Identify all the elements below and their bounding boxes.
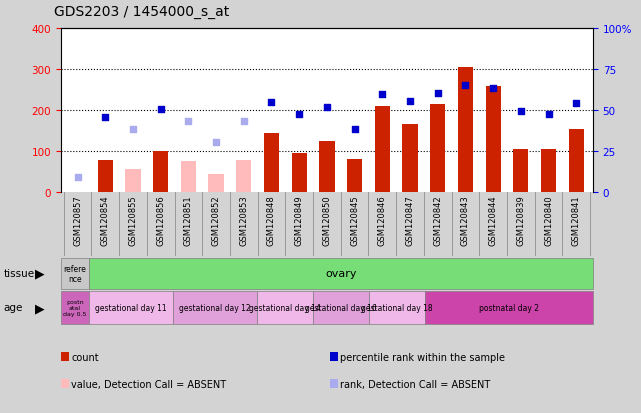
Text: GSM120847: GSM120847	[406, 195, 415, 246]
Bar	[569, 130, 584, 192]
Point	[128, 127, 138, 133]
Bar	[430, 104, 445, 192]
Text: postnatal day 2: postnatal day 2	[479, 303, 539, 312]
Point	[488, 86, 498, 93]
Bar	[97, 160, 113, 192]
Point	[349, 127, 360, 133]
Text: GSM120852: GSM120852	[212, 195, 221, 246]
Text: GSM120851: GSM120851	[184, 195, 193, 246]
Text: GSM120840: GSM120840	[544, 195, 553, 246]
Text: GDS2203 / 1454000_s_at: GDS2203 / 1454000_s_at	[54, 5, 229, 19]
Text: GSM120853: GSM120853	[239, 195, 248, 246]
Bar	[257, 291, 313, 324]
Bar	[173, 291, 257, 324]
Bar	[319, 142, 335, 192]
Text: GSM120857: GSM120857	[73, 195, 82, 246]
Text: ▶: ▶	[35, 267, 45, 280]
Text: count: count	[71, 352, 99, 362]
Bar	[61, 291, 89, 324]
Point	[571, 100, 581, 107]
Text: GSM120850: GSM120850	[322, 195, 331, 246]
Text: GSM120839: GSM120839	[517, 195, 526, 246]
Text: GSM120844: GSM120844	[488, 195, 497, 246]
Point	[183, 119, 194, 125]
Text: GSM120845: GSM120845	[350, 195, 359, 246]
Bar	[153, 151, 169, 192]
Text: rank, Detection Call = ABSENT: rank, Detection Call = ABSENT	[340, 379, 490, 389]
Bar	[292, 153, 307, 192]
Point	[238, 119, 249, 125]
Text: GSM120855: GSM120855	[128, 195, 137, 246]
Text: refere
nce: refere nce	[63, 264, 87, 283]
Bar	[425, 291, 593, 324]
Text: gestational day 18: gestational day 18	[361, 303, 433, 312]
Text: gestational day 12: gestational day 12	[179, 303, 251, 312]
Bar	[485, 87, 501, 192]
Point	[433, 90, 443, 97]
Point	[294, 111, 304, 118]
Bar	[126, 170, 140, 192]
Bar	[347, 159, 362, 192]
Point	[322, 104, 332, 111]
Text: GSM120854: GSM120854	[101, 195, 110, 246]
Text: gestational day 14: gestational day 14	[249, 303, 320, 312]
Text: GSM120849: GSM120849	[295, 195, 304, 246]
Text: GSM120841: GSM120841	[572, 195, 581, 246]
Text: GSM120843: GSM120843	[461, 195, 470, 246]
Text: GSM120846: GSM120846	[378, 195, 387, 246]
Point	[460, 82, 470, 89]
Point	[211, 140, 221, 146]
Text: percentile rank within the sample: percentile rank within the sample	[340, 352, 505, 362]
Point	[100, 114, 110, 121]
Text: GSM120842: GSM120842	[433, 195, 442, 246]
Bar	[403, 125, 418, 192]
Bar	[236, 160, 251, 192]
Text: age: age	[3, 303, 22, 313]
Bar	[61, 258, 89, 289]
Text: value, Detection Call = ABSENT: value, Detection Call = ABSENT	[71, 379, 226, 389]
Point	[267, 100, 277, 106]
Text: gestational day 11: gestational day 11	[95, 303, 167, 312]
Bar	[458, 68, 473, 192]
Point	[544, 111, 554, 118]
Point	[405, 98, 415, 105]
Text: gestational day 16: gestational day 16	[305, 303, 377, 312]
Bar	[208, 175, 224, 192]
Bar	[89, 291, 173, 324]
Point	[156, 107, 166, 113]
Text: GSM120848: GSM120848	[267, 195, 276, 246]
Text: postn
atal
day 0.5: postn atal day 0.5	[63, 299, 87, 316]
Text: ▶: ▶	[35, 301, 45, 314]
Text: ovary: ovary	[325, 268, 356, 279]
Point	[72, 174, 83, 181]
Point	[377, 92, 387, 98]
Bar	[313, 291, 369, 324]
Bar	[369, 291, 425, 324]
Bar	[513, 150, 528, 192]
Bar	[375, 107, 390, 192]
Bar	[541, 150, 556, 192]
Bar	[264, 134, 279, 192]
Point	[516, 108, 526, 114]
Text: tissue: tissue	[3, 268, 35, 279]
Text: GSM120856: GSM120856	[156, 195, 165, 246]
Bar	[181, 161, 196, 192]
